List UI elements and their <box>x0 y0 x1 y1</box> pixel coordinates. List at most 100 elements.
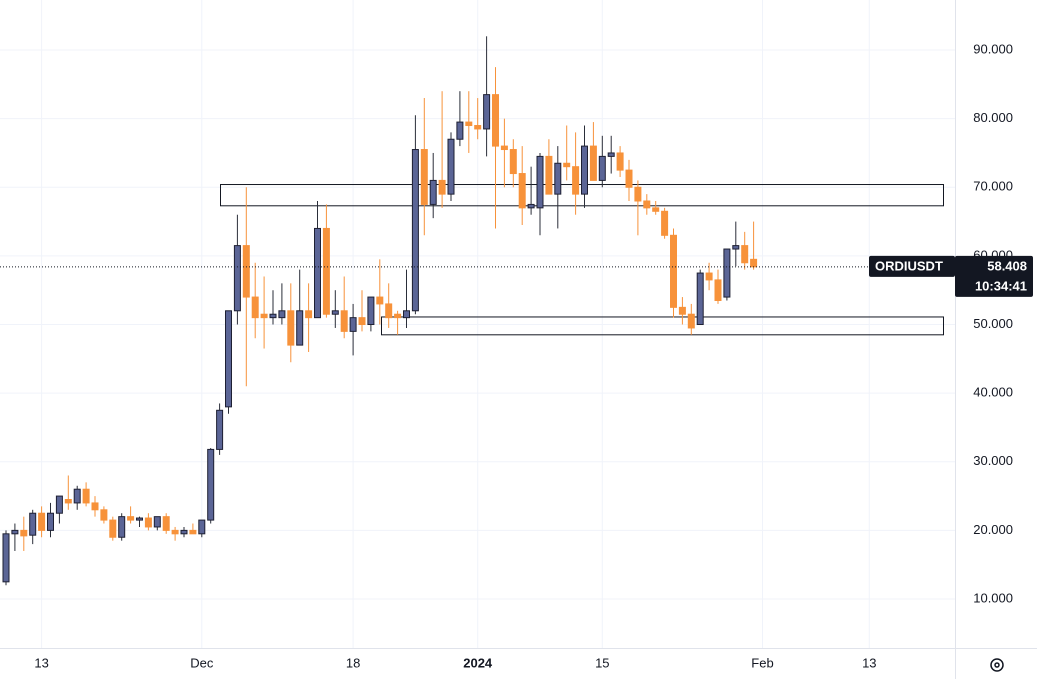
candle-body <box>322 227 330 315</box>
x-tick-label: Dec <box>190 655 214 670</box>
candle-body <box>127 516 135 521</box>
candle-body <box>91 502 99 511</box>
candle-body <box>607 152 615 157</box>
candle-body <box>741 245 749 264</box>
candle-body <box>171 529 179 535</box>
candle-body <box>2 533 10 583</box>
candle-body <box>643 200 651 209</box>
x-tick-label: Feb <box>751 655 773 670</box>
candle-body <box>233 245 241 312</box>
candle-body <box>661 210 669 236</box>
y-tick-label: 70.000 <box>973 179 1013 194</box>
candle-body <box>545 155 553 195</box>
candle-body <box>589 145 597 181</box>
candle-body <box>153 516 161 528</box>
gear-icon[interactable] <box>990 658 1004 672</box>
candle-body <box>411 149 419 312</box>
candle-body <box>269 313 277 319</box>
candle-body <box>732 245 740 250</box>
plot-area <box>0 36 955 586</box>
candle-body <box>385 303 393 319</box>
candle-body <box>109 519 117 538</box>
candle-body <box>260 313 268 319</box>
candle-body <box>144 517 152 528</box>
candle-body <box>723 248 731 298</box>
axes: 10.00020.00030.00040.00050.00060.00070.0… <box>34 41 1033 670</box>
candle-body <box>465 121 473 127</box>
candle-body <box>29 512 37 536</box>
candle-body <box>403 310 410 319</box>
candle-body <box>20 529 28 537</box>
x-tick-label: 15 <box>595 655 609 670</box>
candle-body <box>483 94 491 130</box>
candle-body <box>278 310 286 319</box>
candle-body <box>438 179 446 195</box>
y-tick-label: 10.000 <box>973 590 1013 605</box>
y-tick-label: 30.000 <box>973 453 1013 468</box>
candle-body <box>136 517 143 521</box>
candle-body <box>198 519 206 535</box>
candle-body <box>420 149 428 205</box>
candle-body <box>162 516 170 531</box>
candle-body <box>447 138 455 195</box>
candle-body <box>394 313 402 319</box>
candle-body <box>678 306 686 315</box>
candle-body <box>367 296 375 326</box>
candle-body <box>500 145 508 151</box>
candle-body <box>750 258 758 268</box>
x-tick-label: 13 <box>34 655 48 670</box>
candle-body <box>563 162 571 168</box>
candle-body <box>572 166 580 195</box>
candle-body <box>296 310 304 346</box>
candle-body <box>55 495 63 514</box>
candle-body <box>11 529 19 535</box>
candle-body <box>670 234 677 308</box>
candle-body <box>305 310 313 319</box>
candle-body <box>349 317 357 332</box>
candle-body <box>82 488 90 504</box>
candle-body <box>287 310 295 346</box>
candle-body <box>536 155 544 209</box>
y-tick-label: 50.000 <box>973 316 1013 331</box>
candle-body <box>518 173 526 209</box>
candle-body <box>509 149 517 175</box>
candle-body <box>705 272 713 281</box>
candle-body <box>527 203 535 209</box>
x-tick-label: 18 <box>346 655 360 670</box>
candle-body <box>216 409 224 450</box>
candle-body <box>714 279 722 301</box>
price-label-box <box>955 255 1033 297</box>
candle-body <box>331 310 339 315</box>
candle-body <box>634 186 642 202</box>
settings-button[interactable] <box>990 658 1004 672</box>
candle-body <box>625 169 633 188</box>
candle-body <box>340 310 348 332</box>
y-tick-label: 80.000 <box>973 110 1013 125</box>
candle-body <box>598 155 606 181</box>
candle-body <box>696 272 704 326</box>
candle-body <box>652 207 660 212</box>
symbol-label: ORDIUSDT <box>875 258 943 273</box>
zone-box <box>381 316 944 336</box>
y-tick-label: 40.000 <box>973 385 1013 400</box>
y-tick-label: 20.000 <box>973 522 1013 537</box>
candle-body <box>225 310 232 408</box>
x-tick-label: 13 <box>862 655 876 670</box>
candle-body <box>64 499 72 504</box>
candle-body <box>38 512 46 531</box>
candle-body <box>474 125 482 130</box>
candle-body <box>242 245 250 298</box>
candle-body <box>687 313 695 329</box>
candle-body <box>376 296 384 305</box>
candle-body <box>456 121 464 140</box>
price-label: 58.408 <box>987 258 1027 273</box>
candle-body <box>581 145 588 195</box>
candle-body <box>73 488 81 504</box>
gear-center <box>994 662 1000 668</box>
candle-body <box>554 162 562 195</box>
price-label-box <box>869 255 955 277</box>
candle-body <box>314 227 321 319</box>
candle-body <box>616 152 624 171</box>
candle-body <box>207 448 215 521</box>
